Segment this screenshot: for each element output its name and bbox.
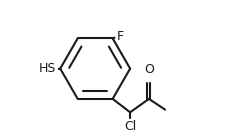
Text: Cl: Cl (123, 120, 136, 133)
Text: F: F (116, 30, 123, 43)
Text: HS: HS (39, 62, 56, 75)
Text: O: O (143, 63, 153, 76)
